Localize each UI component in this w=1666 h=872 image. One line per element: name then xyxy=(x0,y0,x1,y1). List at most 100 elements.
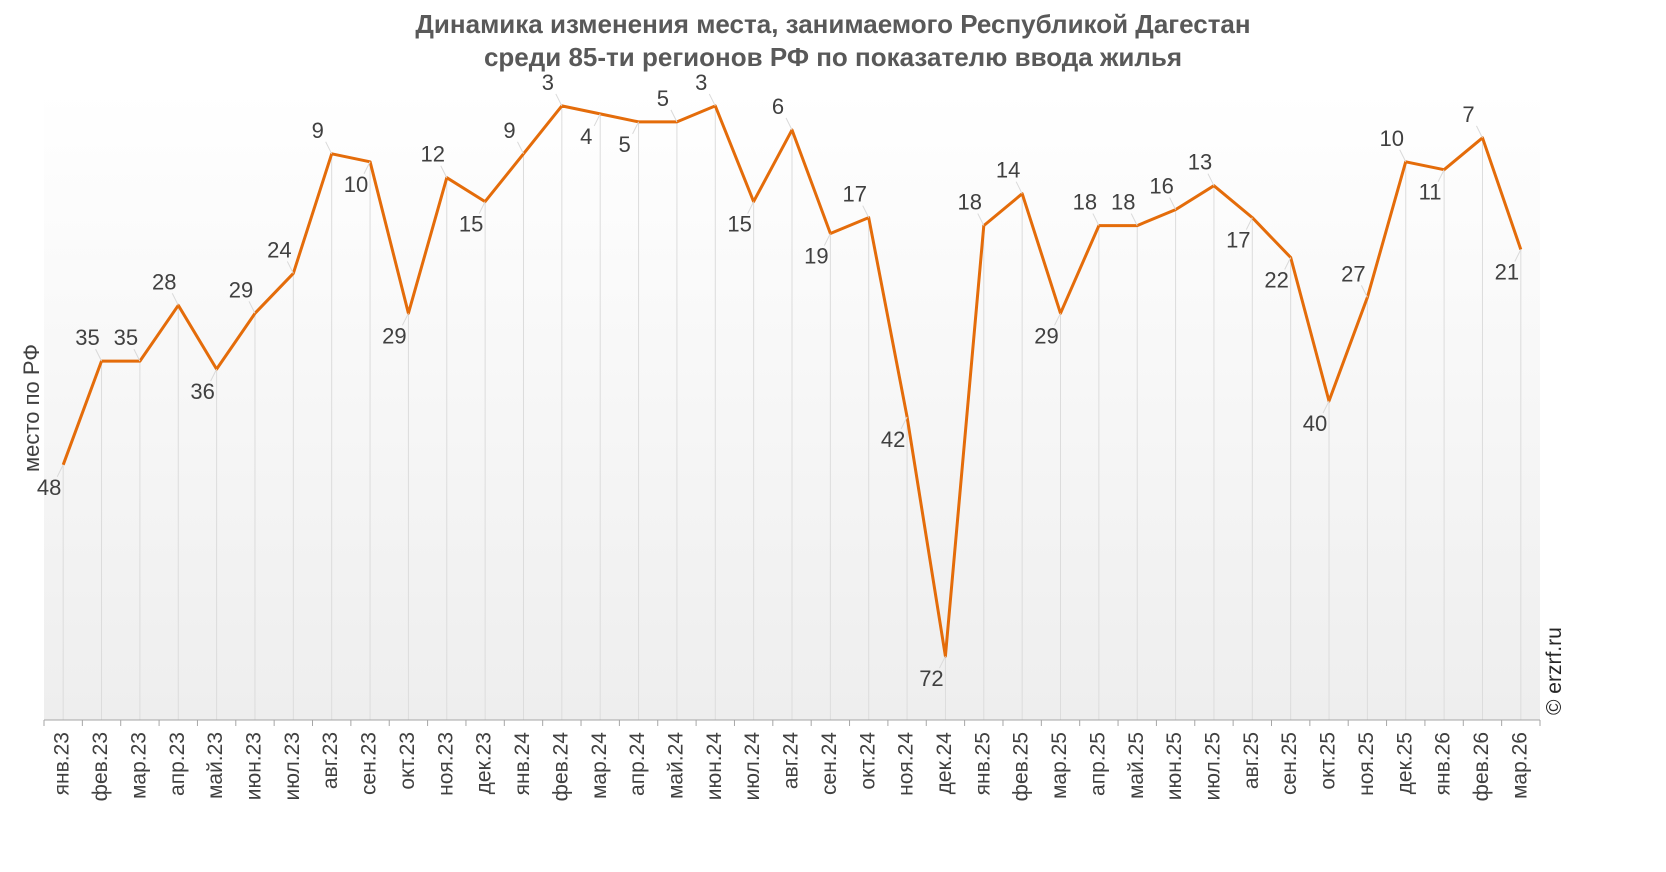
label-leader xyxy=(555,93,563,107)
label-leader xyxy=(325,141,333,155)
data-label: 9 xyxy=(503,118,515,143)
label-leader xyxy=(1476,125,1483,139)
series-line xyxy=(61,104,1523,658)
chart-subtitle: среди 85-ти регионов РФ по показателю вв… xyxy=(483,42,1183,72)
data-label: 10 xyxy=(344,172,368,197)
data-label: 14 xyxy=(996,158,1020,183)
label-leader xyxy=(785,117,793,131)
data-label: 27 xyxy=(1341,261,1365,286)
x-axis-labels: янв.23 фев.23 мар.23 апр.23 май.23 июн.23 июл.… xyxy=(51,732,1532,802)
x-tick-label: сен.25 xyxy=(1278,732,1301,795)
x-tick-label: сен.24 xyxy=(818,732,841,795)
x-tick-label: фев.23 xyxy=(89,732,112,801)
data-label: 18 xyxy=(1073,190,1097,215)
label-leader xyxy=(593,113,601,127)
x-tick-label: июн.25 xyxy=(1163,732,1186,800)
label-leader xyxy=(210,368,218,382)
label-leader xyxy=(133,348,141,362)
label-leader xyxy=(1322,400,1330,414)
label-leader xyxy=(747,201,755,214)
x-tick-label: окт.23 xyxy=(396,732,419,790)
x-tick-label: май.23 xyxy=(204,732,227,799)
x-tick-label: май.25 xyxy=(1125,732,1148,799)
x-tick-label: сен.23 xyxy=(358,732,381,795)
x-tick-label: ноя.24 xyxy=(895,732,918,796)
data-label: 22 xyxy=(1264,267,1288,292)
data-label: 19 xyxy=(804,244,828,269)
data-label: 29 xyxy=(382,323,406,348)
x-tick-label: дек.24 xyxy=(933,732,956,795)
label-leader xyxy=(823,233,831,246)
data-label: 16 xyxy=(1149,174,1173,199)
label-leader xyxy=(1054,313,1061,326)
data-label: 4 xyxy=(580,124,592,149)
x-tick-label: июл.25 xyxy=(1201,732,1224,800)
x-tick-label: май.24 xyxy=(664,732,687,799)
label-leader xyxy=(171,293,179,306)
x-tick-label: янв.25 xyxy=(971,732,994,795)
data-label: 29 xyxy=(1034,323,1058,348)
x-tick-label: дек.23 xyxy=(473,732,496,794)
drop-lines xyxy=(62,105,1522,720)
x-tick-label: мар.23 xyxy=(127,732,150,799)
x-tick-label: ноя.23 xyxy=(434,732,457,796)
x-tick-label: окт.25 xyxy=(1317,732,1340,790)
label-leader xyxy=(1130,213,1138,226)
data-label: 17 xyxy=(1226,228,1250,253)
data-label: 3 xyxy=(542,70,554,95)
data-label: 48 xyxy=(37,475,61,500)
x-tick-label: апр.23 xyxy=(166,732,189,796)
label-leader xyxy=(632,121,640,135)
x-tick-label: июл.23 xyxy=(281,732,304,800)
data-label: 13 xyxy=(1188,150,1212,175)
x-tick-label: авг.25 xyxy=(1240,732,1263,789)
label-leader xyxy=(401,313,409,326)
y-axis-label: место по РФ xyxy=(19,344,44,472)
data-label: 29 xyxy=(229,277,253,302)
x-tick-label: апр.24 xyxy=(626,732,649,796)
label-leader xyxy=(670,109,678,123)
label-leader xyxy=(517,141,524,155)
label-leader xyxy=(1514,249,1522,262)
x-axis-ticks xyxy=(43,720,1541,726)
label-leader xyxy=(1245,217,1253,230)
data-label: 6 xyxy=(772,94,784,119)
x-tick-label: авг.23 xyxy=(319,732,342,789)
label-leader xyxy=(95,348,102,362)
x-tick-label: июл.24 xyxy=(741,732,764,801)
x-tick-label: янв.26 xyxy=(1432,732,1455,795)
x-tick-label: дек.25 xyxy=(1393,732,1416,794)
data-label: 9 xyxy=(312,118,324,143)
x-tick-label: янв.23 xyxy=(51,732,74,795)
label-leader xyxy=(248,301,256,314)
label-leader xyxy=(1437,169,1445,182)
data-label: 18 xyxy=(958,190,982,215)
x-tick-label: авг.24 xyxy=(780,732,803,789)
label-leader xyxy=(708,93,716,107)
x-tick-label: фев.25 xyxy=(1010,732,1033,801)
data-label: 42 xyxy=(881,427,905,452)
label-leader xyxy=(56,464,64,478)
label-leader xyxy=(862,205,870,218)
data-label: 7 xyxy=(1462,102,1474,127)
label-leader xyxy=(1015,181,1023,194)
data-label: 72 xyxy=(919,666,943,691)
data-label: 35 xyxy=(114,325,138,350)
label-leader xyxy=(1092,213,1100,226)
label-leader xyxy=(440,165,448,178)
label-leader-lines xyxy=(56,93,1522,669)
data-label: 40 xyxy=(1303,411,1327,436)
label-leader xyxy=(977,213,985,226)
data-label: 11 xyxy=(1419,180,1442,205)
x-tick-label: июн.23 xyxy=(243,732,266,800)
label-leader xyxy=(938,655,946,669)
x-tick-label: ноя.25 xyxy=(1355,732,1378,796)
data-label: 28 xyxy=(152,269,176,294)
data-label: 10 xyxy=(1380,126,1404,151)
label-leader xyxy=(1207,173,1215,186)
label-leader xyxy=(1360,285,1368,298)
x-tick-label: фев.26 xyxy=(1470,732,1493,801)
data-label: 21 xyxy=(1495,259,1519,284)
